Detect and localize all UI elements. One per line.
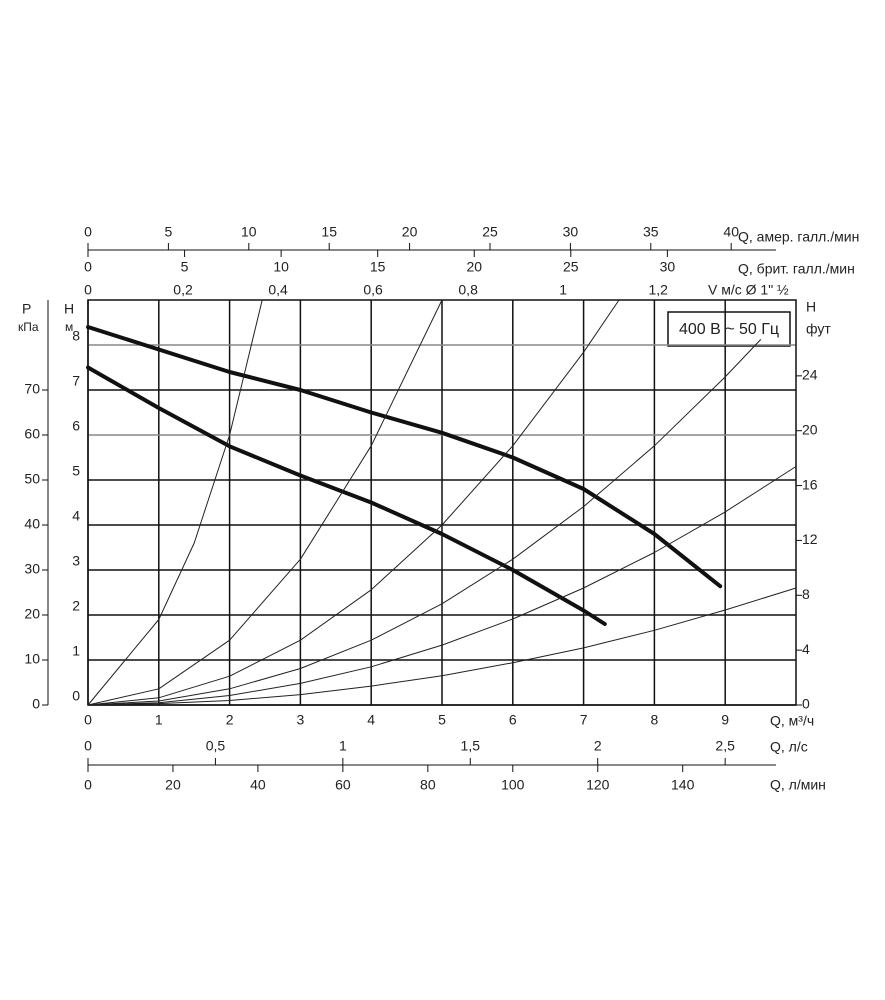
y-tick-label: 7 (72, 373, 80, 389)
axis-label: Q, амер. галл./мин (738, 229, 859, 245)
x-tick-label: 2 (226, 712, 234, 728)
x-axis-tick-label: 1 (559, 282, 567, 298)
y3-tick-label: 12 (802, 531, 818, 547)
y2-tick-label: 40 (24, 516, 40, 532)
y-tick-label: 8 (72, 328, 80, 344)
x-tick-label: 8 (651, 712, 659, 728)
x-axis-tick-label: 0,5 (206, 738, 226, 754)
x-axis-tick-label: 80 (420, 777, 436, 793)
axis-unit: фут (806, 321, 831, 337)
x-tick-label: 4 (367, 712, 375, 728)
x-axis-tick-label: 2,5 (715, 738, 735, 754)
x-axis-tick-label: 0 (84, 777, 92, 793)
y2-tick-label: 10 (24, 651, 40, 667)
x-axis-tick-label: 120 (586, 777, 610, 793)
x-axis-tick-label: 20 (402, 224, 418, 240)
x-tick-label: 9 (721, 712, 729, 728)
y2-tick-label: 20 (24, 606, 40, 622)
x-tick-label: 5 (438, 712, 446, 728)
x-axis-tick-label: 0,6 (363, 282, 383, 298)
y3-tick-label: 0 (802, 696, 810, 712)
x-tick-label: 7 (580, 712, 588, 728)
curve (87, 339, 762, 706)
y2-tick-label: 30 (24, 561, 40, 577)
x-axis-tick-label: 20 (466, 259, 482, 275)
axis-label: V м/с Ø 1" ½ (708, 282, 789, 298)
x-axis-tick-label: 0,4 (268, 282, 288, 298)
y-tick-label: 4 (72, 508, 80, 524)
y2-tick-label: 0 (32, 696, 40, 712)
axis-label: H (806, 299, 816, 315)
x-axis-tick-label: 30 (660, 259, 676, 275)
axis-label: P (22, 301, 31, 317)
x-axis-tick-label: 0 (84, 224, 92, 240)
x-axis-tick-label: 0 (84, 259, 92, 275)
x-axis-tick-label: 40 (723, 224, 739, 240)
axis-label: Q, л/мин (770, 777, 826, 793)
x-axis-tick-label: 0,2 (173, 282, 193, 298)
x-tick-label: 6 (509, 712, 517, 728)
axis-label: Q, л/с (770, 739, 808, 755)
y-tick-label: 5 (72, 463, 80, 479)
curve (87, 299, 443, 706)
x-axis-tick-label: 1,2 (648, 282, 668, 298)
y-tick-label: 1 (72, 643, 80, 659)
x-axis-tick-label: 15 (321, 224, 337, 240)
axis-label: Q, м³/ч (770, 713, 814, 729)
axis-unit: м (65, 320, 73, 334)
x-axis-tick-label: 1 (339, 738, 347, 754)
curve (87, 299, 263, 706)
x-tick-label: 3 (297, 712, 305, 728)
x-axis-tick-label: 140 (671, 777, 695, 793)
x-axis-tick-label: 1,5 (461, 738, 481, 754)
y2-tick-label: 50 (24, 471, 40, 487)
y2-tick-label: 60 (24, 426, 40, 442)
x-axis-tick-label: 0 (84, 738, 92, 754)
x-tick-label: 1 (155, 712, 163, 728)
x-axis-tick-label: 25 (563, 259, 579, 275)
x-axis-tick-label: 5 (165, 224, 173, 240)
x-tick-label: 0 (84, 712, 92, 728)
x-axis-tick-label: 0,8 (458, 282, 478, 298)
y3-tick-label: 4 (802, 641, 810, 657)
y-tick-label: 3 (72, 553, 80, 569)
y3-tick-label: 8 (802, 586, 810, 602)
curve (86, 365, 607, 626)
x-axis-tick-label: 60 (335, 777, 351, 793)
x-axis-tick-label: 30 (563, 224, 579, 240)
x-axis-tick-label: 10 (273, 259, 289, 275)
x-axis-tick-label: 35 (643, 224, 659, 240)
label-box (667, 311, 791, 347)
curve (86, 325, 723, 589)
axis-label: H (64, 301, 74, 317)
y-tick-label: 6 (72, 418, 80, 434)
x-axis-tick-label: 0 (84, 282, 92, 298)
x-axis-tick-label: 100 (501, 777, 525, 793)
y3-tick-label: 24 (802, 367, 818, 383)
curve (87, 587, 797, 706)
box-label: 400 В ~ 50 Гц (679, 321, 779, 338)
curve (87, 299, 620, 706)
curve (87, 466, 797, 706)
x-axis-tick-label: 40 (250, 777, 266, 793)
axis-label: Q, брит. галл./мин (738, 261, 855, 277)
y3-tick-label: 16 (802, 476, 818, 492)
x-axis-tick-label: 2 (594, 738, 602, 754)
y2-tick-label: 70 (24, 381, 40, 397)
x-axis-tick-label: 20 (165, 777, 181, 793)
x-axis-tick-label: 5 (181, 259, 189, 275)
axis-unit: кПа (18, 320, 39, 334)
y-tick-label: 0 (72, 688, 80, 704)
x-axis-tick-label: 10 (241, 224, 257, 240)
y-tick-label: 2 (72, 598, 80, 614)
x-axis-tick-label: 15 (370, 259, 386, 275)
x-axis-tick-label: 25 (482, 224, 498, 240)
y3-tick-label: 20 (802, 421, 818, 437)
